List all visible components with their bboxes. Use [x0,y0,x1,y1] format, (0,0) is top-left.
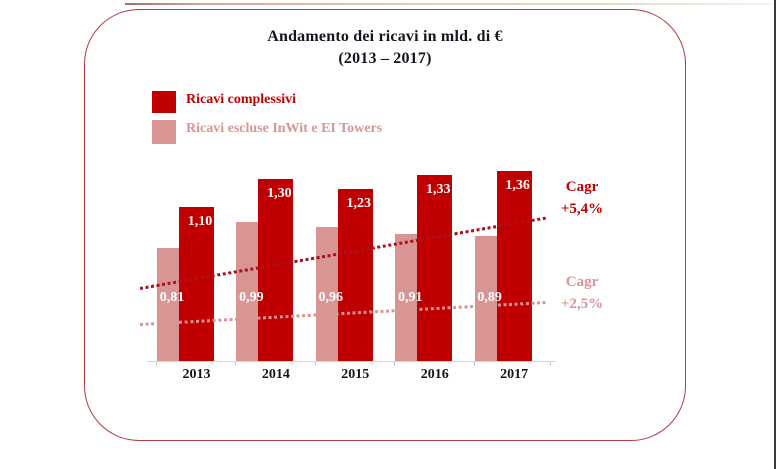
bar-ricavi-escluse-2016 [395,233,418,361]
bar-ricavi-complessivi-2016 [417,174,453,361]
bar-value-ricavi-complessivi-2015: 1,23 [346,195,372,211]
cagr-annotation-ricavi-escluse: Cagr +2,5% [549,271,615,315]
cagr-value: +5,4% [560,201,604,217]
legend-swatch-ricavi-escluse [152,120,176,144]
bar-ricavi-escluse-2014 [236,222,259,361]
bar-value-ricavi-complessivi-2017: 1,36 [505,177,530,193]
bar-value-ricavi-complessivi-2016: 1,33 [425,181,451,197]
bar-ricavi-escluse-2015 [315,226,338,361]
page-top-divider [125,3,771,5]
bar-ricavi-complessivi-2017 [496,170,532,361]
bar-ricavi-escluse-2017 [474,236,497,361]
bar-value-ricavi-escluse-2015: 0,96 [318,290,344,305]
legend-label-ricavi-complessivi: Ricavi complessivi [186,92,297,107]
cagr-label: Cagr [565,274,599,290]
bar-ricavi-complessivi-2014 [258,179,294,361]
page-right-edge [774,0,776,469]
x-axis-tick [235,361,237,366]
x-axis-tick [314,361,316,366]
cagr-value: +2,5% [560,296,604,312]
x-axis-tick [550,361,551,366]
chart-title: Andamento dei ricavi in mld. di € [267,28,503,45]
bar-value-ricavi-escluse-2017: 0,89 [477,290,502,305]
x-axis-tick [156,361,157,366]
chart-subtitle: (2013 – 2017) [338,50,432,67]
bar-value-ricavi-complessivi-2014: 1,30 [267,186,292,201]
bar-value-ricavi-escluse-2013: 0,81 [159,290,185,305]
bar-value-ricavi-escluse-2014: 0,99 [239,290,264,305]
bar-ricavi-complessivi-2015 [337,188,373,361]
x-axis-label-2017: 2017 [500,367,529,382]
x-axis-label-2013: 2013 [182,367,211,382]
bar-ricavi-escluse-2013 [157,247,179,361]
x-axis-tick [473,361,475,366]
legend-swatch-ricavi-complessivi [152,91,176,113]
cagr-label: Cagr [565,179,599,195]
x-axis-label-2014: 2014 [261,367,290,382]
bar-ricavi-complessivi-2013 [179,207,214,361]
x-axis-label-2015: 2015 [341,367,370,382]
bar-value-ricavi-complessivi-2013: 1,10 [187,214,213,229]
x-axis-label-2016: 2016 [420,367,449,382]
legend-label-ricavi-escluse: Ricavi escluse InWit e EI Towers [186,121,383,136]
x-axis-line [147,361,556,362]
bar-value-ricavi-escluse-2016: 0,91 [397,290,423,305]
cagr-annotation-ricavi-complessivi: Cagr +5,4% [549,176,615,220]
chart-rounded-frame [84,9,686,441]
x-axis-tick [394,361,396,366]
